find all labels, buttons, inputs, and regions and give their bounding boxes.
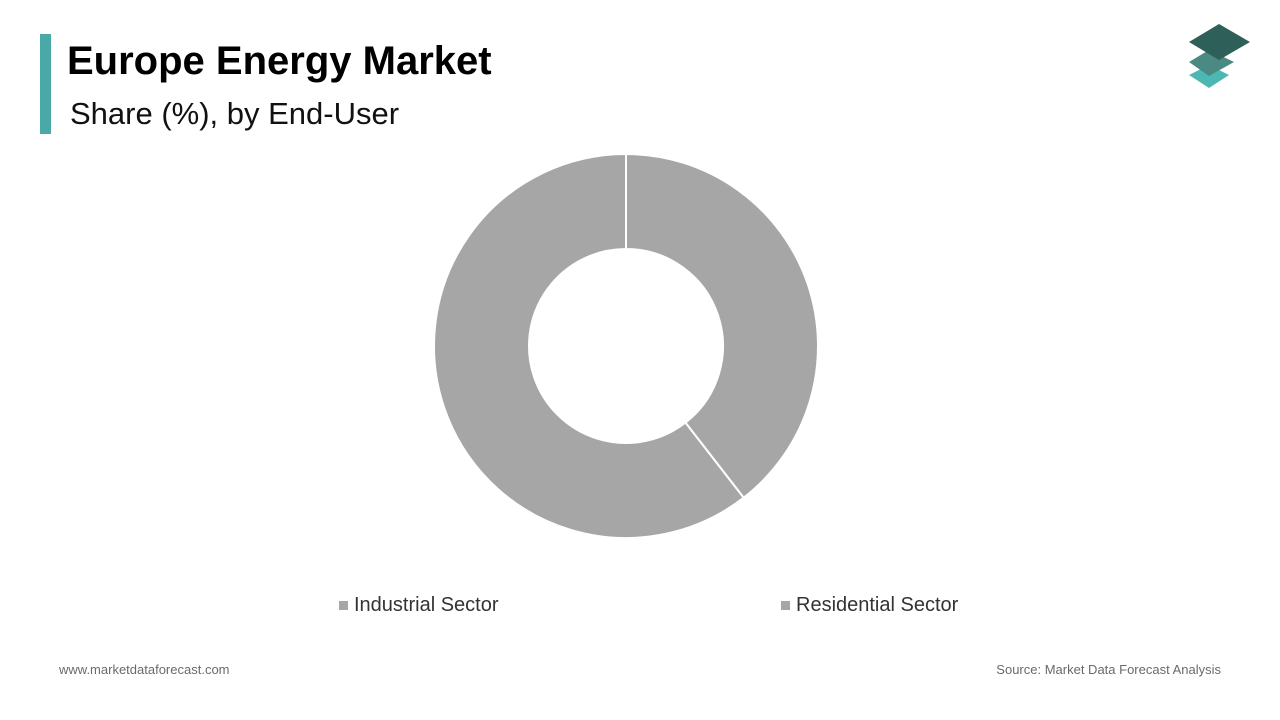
legend-swatch-residential-sector [781,600,790,610]
source-note: Source: Market Data Forecast Analysis [996,662,1221,677]
donut-slice-residential-sector [433,152,746,539]
title-accent-bar [40,34,51,134]
page-title: Europe Energy Market [67,39,492,83]
website-link[interactable]: www.marketdataforecast.com [59,662,230,677]
logo-layer-middle [1189,50,1234,76]
logo-layer-top [1189,24,1250,60]
legend-label-industrial-sector: Industrial Sector [354,594,499,616]
stacked-layers-icon [1189,24,1250,88]
donut-slices [433,152,819,539]
legend-label-residential-sector: Residential Sector [796,594,959,616]
page-subtitle: Share (%), by End-User [70,96,400,131]
legend-item-industrial-sector: Industrial Sector [339,594,499,616]
donut-slice-industrial-sector [625,152,819,500]
logo-layer-bottom [1189,65,1229,88]
legend-item-residential-sector: Residential Sector [781,594,958,616]
legend-swatch-industrial-sector [339,600,348,610]
